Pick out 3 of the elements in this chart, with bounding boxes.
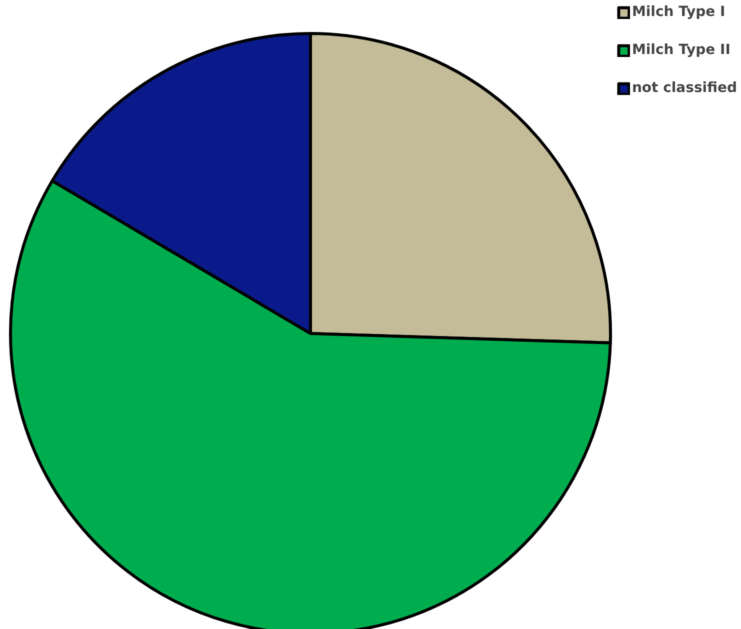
legend-label: Milch Type I <box>632 4 726 20</box>
legend-label: not classified <box>632 80 737 96</box>
legend-label: Milch Type II <box>632 42 730 58</box>
